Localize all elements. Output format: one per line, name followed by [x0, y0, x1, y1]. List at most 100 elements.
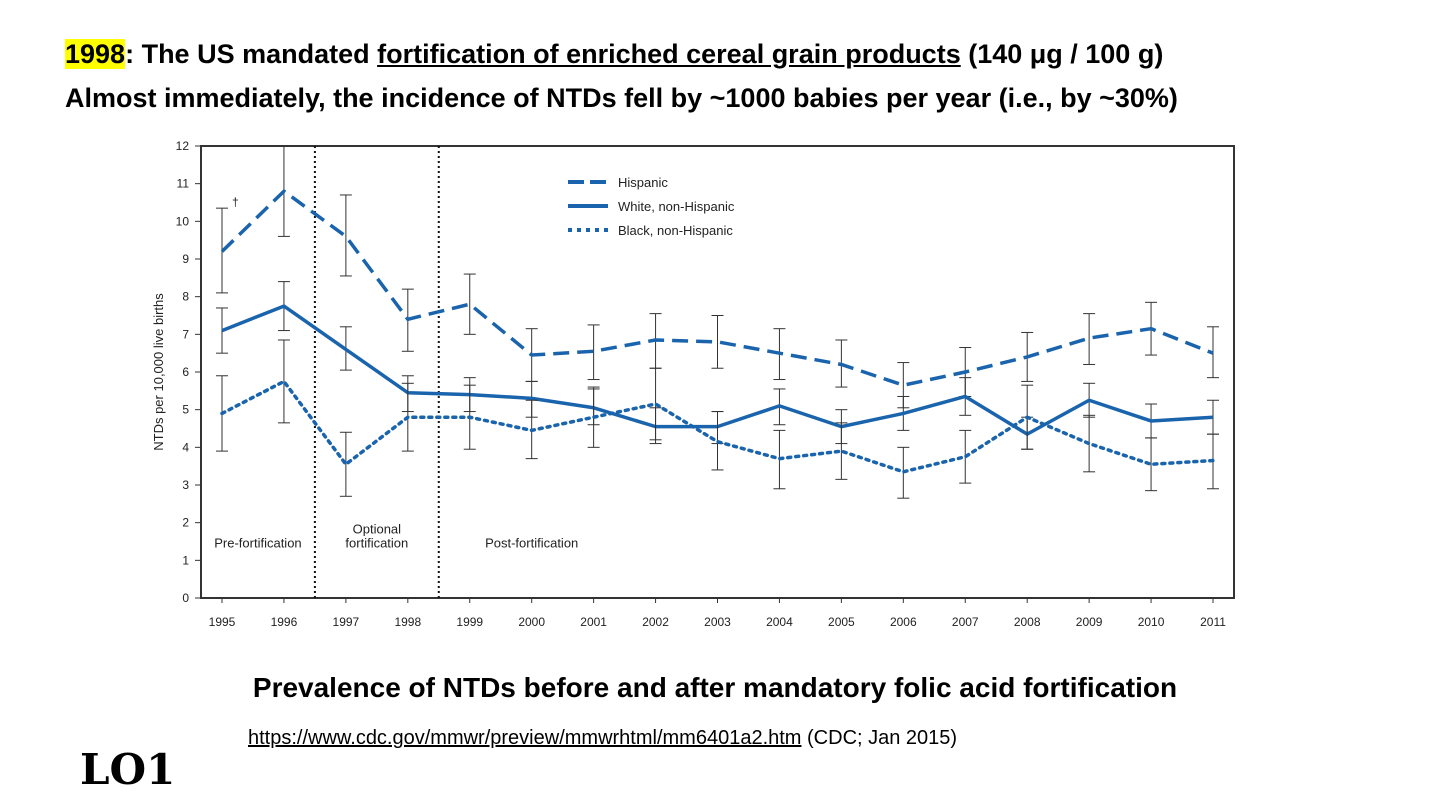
data-point: [1025, 415, 1029, 419]
x-tick-label: 2002: [642, 615, 669, 629]
x-tick-label: 1997: [333, 615, 360, 629]
data-point: [220, 329, 224, 333]
legend-label: White, non-Hispanic: [618, 199, 735, 214]
series-line-hispanic: [220, 189, 1214, 387]
chart-caption: Prevalence of NTDs before and after mand…: [252, 672, 1178, 703]
data-point: [963, 394, 967, 398]
data-point: [406, 317, 410, 321]
y-tick-label: 12: [176, 139, 190, 153]
data-point: [468, 415, 472, 419]
x-tick-label: 2006: [890, 615, 917, 629]
source-note: (CDC; Jan 2015): [801, 727, 958, 749]
x-tick-label: 2003: [704, 615, 731, 629]
headline-text-b: (140 μg / 100 g): [960, 39, 1164, 69]
data-point: [777, 457, 781, 461]
data-point: [901, 411, 905, 415]
y-tick-label: 10: [176, 214, 190, 228]
data-point: [1149, 462, 1153, 466]
y-tick-label: 0: [182, 591, 189, 605]
chart-legend: Hispanic White, non-Hispanic Black, non-Hi…: [568, 175, 735, 238]
data-point: [282, 304, 286, 308]
data-point: [1211, 415, 1215, 419]
x-tick-label: 2001: [580, 615, 607, 629]
year-highlight: 1998: [65, 39, 126, 69]
headline-line-2: Almost immediately, the incidence of NTD…: [65, 83, 1178, 113]
data-point: [1211, 459, 1215, 463]
period-label: Post-fortification: [485, 535, 578, 550]
headline-text-a: : The US mandated: [125, 39, 378, 69]
data-point: [344, 347, 348, 351]
data-point: [282, 189, 286, 193]
data-point: [1087, 442, 1091, 446]
data-point: [592, 349, 596, 353]
data-point: [1149, 327, 1153, 331]
significance-mark: †: [232, 195, 239, 209]
y-axis-label: NTDs per 10,000 live births: [151, 293, 166, 451]
data-point: [1149, 419, 1153, 423]
data-point: [220, 411, 224, 415]
data-point: [716, 440, 720, 444]
x-tick-label: 2007: [952, 615, 979, 629]
x-tick-label: 1996: [271, 615, 298, 629]
x-tick-label: 1998: [394, 615, 421, 629]
legend-label: Black, non-Hispanic: [618, 223, 733, 238]
x-tick-label: 2011: [1200, 615, 1226, 629]
y-tick-label: 7: [182, 327, 189, 341]
data-point: [530, 353, 534, 357]
source-link[interactable]: https://www.cdc.gov/mmwr/preview/mmwrhtm…: [248, 727, 802, 749]
x-tick-label: 2004: [766, 615, 793, 629]
data-point: [777, 404, 781, 408]
slide-tag: LO1: [80, 745, 176, 794]
data-point: [406, 415, 410, 419]
data-point: [282, 379, 286, 383]
data-point: [1025, 355, 1029, 359]
y-tick-label: 5: [182, 403, 189, 417]
source-citation: https://www.cdc.gov/mmwr/preview/mmwrhtm…: [248, 727, 957, 750]
x-tick-label: 2009: [1076, 615, 1103, 629]
data-point: [220, 249, 224, 253]
data-point: [777, 351, 781, 355]
chart-series: [216, 145, 1219, 499]
y-tick-label: 9: [182, 252, 189, 266]
data-point: [1087, 336, 1091, 340]
data-point: [654, 402, 658, 406]
y-tick-label: 11: [177, 177, 190, 191]
x-tick-label: 2010: [1138, 615, 1165, 629]
data-point: [592, 415, 596, 419]
data-point: [901, 470, 905, 474]
y-tick-label: 3: [182, 478, 189, 492]
fortification-link-text: fortification of enriched cereal grain p…: [377, 39, 961, 69]
data-point: [1087, 398, 1091, 402]
data-point: [839, 362, 843, 366]
x-tick-label: 2000: [518, 615, 545, 629]
data-point: [344, 462, 348, 466]
headline-line-1: 1998: The US mandated fortification of e…: [65, 38, 1163, 70]
data-point: [654, 338, 658, 342]
data-point: [530, 428, 534, 432]
y-tick-label: 4: [182, 440, 189, 454]
data-point: [901, 383, 905, 387]
y-tick-label: 1: [182, 553, 189, 567]
data-point: [839, 449, 843, 453]
x-tick-label: 2008: [1014, 615, 1041, 629]
y-tick-label: 2: [182, 516, 189, 530]
data-point: [963, 455, 967, 459]
period-label: Optional: [353, 521, 402, 536]
data-point: [468, 302, 472, 306]
x-tick-label: 1995: [209, 615, 236, 629]
y-tick-label: 6: [182, 365, 189, 379]
data-point: [1211, 351, 1215, 355]
x-tick-label: 2005: [828, 615, 855, 629]
data-point: [716, 340, 720, 344]
series-line-black-non-hispanic: [220, 379, 1215, 474]
data-point: [344, 234, 348, 238]
period-label: Pre-fortification: [214, 535, 301, 550]
y-tick-label: 8: [182, 290, 189, 304]
legend-label: Hispanic: [618, 175, 668, 190]
data-point: [963, 370, 967, 374]
period-label: fortification: [345, 535, 408, 550]
x-tick-label: 1999: [456, 615, 483, 629]
